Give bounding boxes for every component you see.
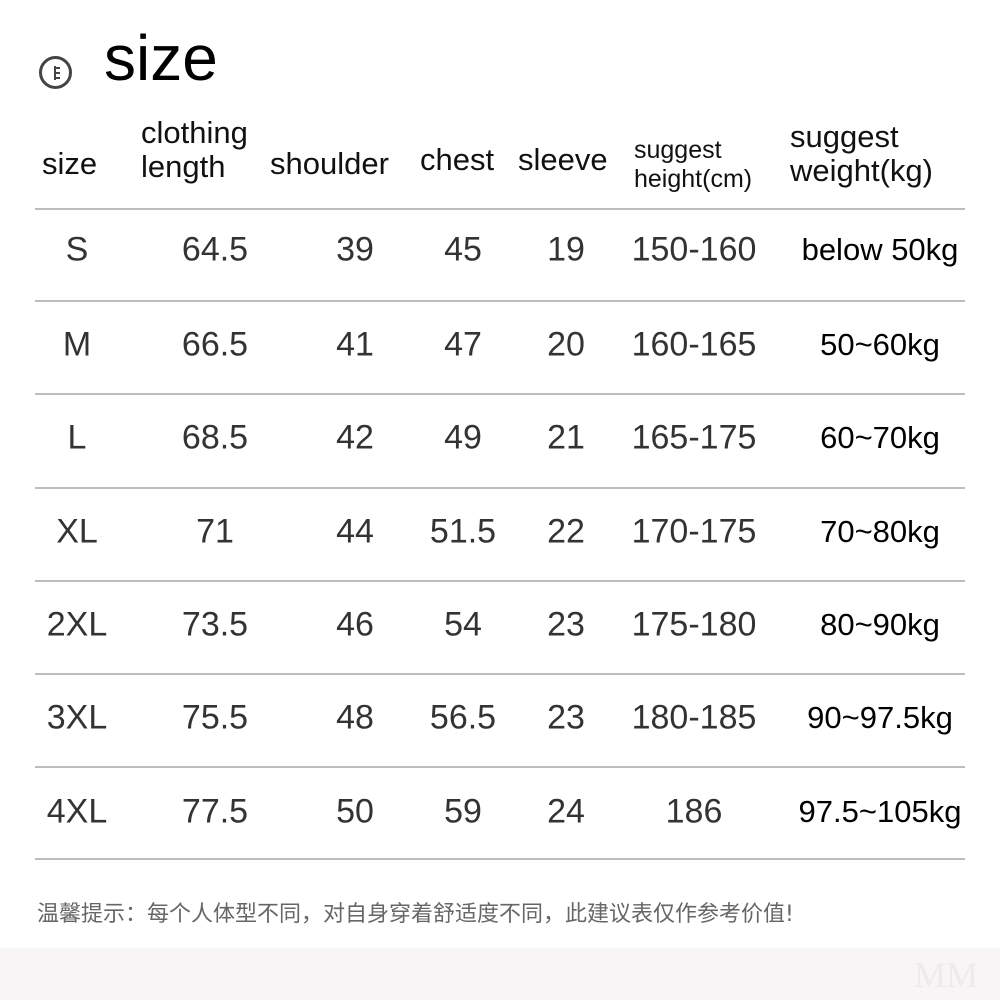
table-cell: 39 [336,230,374,269]
table-cell: 186 [665,792,723,831]
table-cell: 64.5 [181,230,249,269]
table-cell: 80~90kg [820,607,940,642]
column-header-line: suggest [634,136,722,164]
table-cell: 75.5 [181,698,249,737]
table-cell: 165-175 [631,418,757,457]
table-cell: 71 [196,512,234,551]
row-divider [35,673,965,675]
table-cell: L [67,418,87,457]
table-cell: 150-160 [631,230,757,269]
table-cell: 46 [336,605,374,644]
table-cell: 54 [444,605,482,644]
table-cell: 22 [547,512,585,551]
column-header-line: chest [420,142,495,177]
column-header: clothing length [141,116,248,184]
table-cell: 47 [444,325,482,364]
table-cell: 50~60kg [820,327,940,362]
row-divider [35,208,965,210]
column-header-line: size [42,146,98,181]
row-divider [35,580,965,582]
table-cell: 44 [336,512,374,551]
table-cell: 97.5~105kg [798,794,962,829]
ruler-icon [39,56,72,89]
table-cell: 56.5 [429,698,497,737]
column-header: sleeve [518,143,608,177]
column-header: suggest height(cm) [634,136,752,194]
column-header: suggest weight(kg) [790,120,933,188]
column-header-line: shoulder [270,146,389,181]
table-cell: 23 [547,698,585,737]
table-cell: 90~97.5kg [807,700,953,735]
table-cell: S [65,230,89,269]
row-divider [35,487,965,489]
table-cell: 73.5 [181,605,249,644]
table-cell: 49 [444,418,482,457]
table-cell: XL [56,512,98,551]
table-cell: 170-175 [631,512,757,551]
row-divider [35,300,965,302]
row-divider [35,766,965,768]
table-cell: 45 [444,230,482,269]
table-cell: 23 [547,605,585,644]
table-cell: 42 [336,418,374,457]
table-cell: 160-165 [631,325,757,364]
table-cell: 20 [547,325,585,364]
table-cell: 19 [547,230,585,269]
table-cell: 50 [336,792,374,831]
column-header-line: clothing [141,115,248,150]
table-cell: 175-180 [631,605,757,644]
table-cell: 77.5 [181,792,249,831]
column-header: size [42,147,97,181]
column-header: chest [420,143,494,177]
table-cell: 59 [444,792,482,831]
column-header: shoulder [270,147,389,181]
row-divider [35,858,965,860]
page-title: size [104,22,218,94]
table-cell: 68.5 [181,418,249,457]
table-cell: 3XL [46,698,108,737]
table-cell: 70~80kg [820,514,940,549]
table-cell: 41 [336,325,374,364]
column-header-line: weight(kg) [790,153,933,188]
column-header-line: suggest [790,119,899,154]
table-cell: 180-185 [631,698,757,737]
bottom-band [0,948,1000,1000]
column-header-line: sleeve [518,142,608,177]
watermark: MM [913,955,978,995]
column-header-line: length [141,149,226,184]
table-cell: below 50kg [801,232,959,267]
table-cell: 21 [547,418,585,457]
table-cell: 2XL [46,605,108,644]
table-cell: 24 [547,792,585,831]
row-divider [35,393,965,395]
table-cell: 51.5 [429,512,497,551]
column-header-line: height(cm) [634,165,753,193]
footnote: 温馨提示：每个人体型不同，对自身穿着舒适度不同，此建议表仅作参考价值! [37,902,794,927]
table-cell: 60~70kg [820,420,940,455]
table-cell: M [62,325,92,364]
table-cell: 66.5 [181,325,249,364]
table-cell: 48 [336,698,374,737]
table-cell: 4XL [46,792,108,831]
